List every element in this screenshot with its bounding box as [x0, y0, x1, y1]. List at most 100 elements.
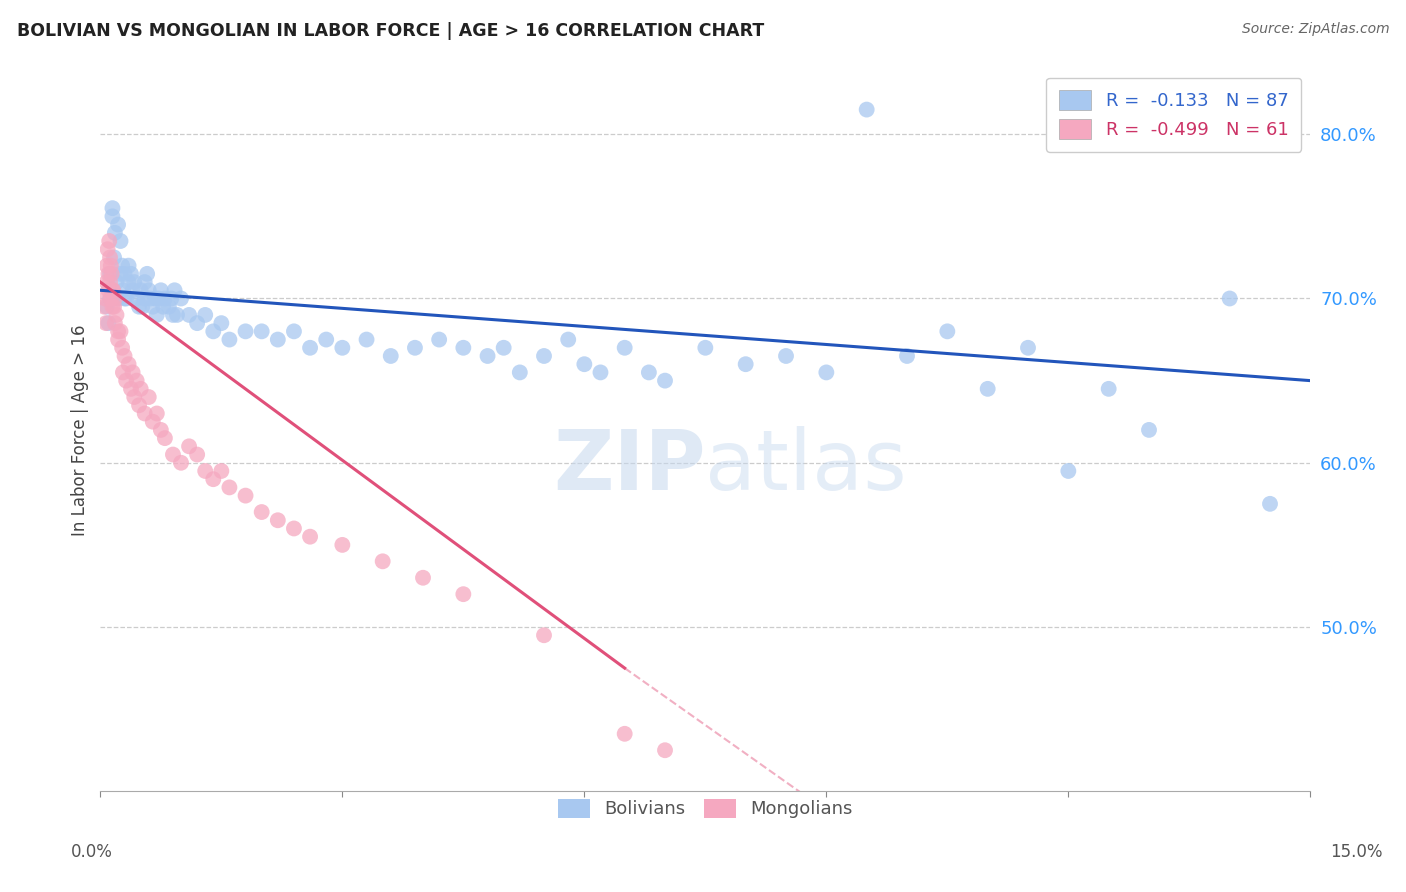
Point — [166, 308, 188, 322]
Point — [107, 333, 129, 347]
Point — [149, 423, 172, 437]
Point — [453, 587, 475, 601]
Point — [96, 300, 118, 314]
Point — [94, 316, 117, 330]
Point — [101, 201, 124, 215]
Text: atlas: atlas — [706, 425, 907, 507]
Point — [412, 571, 434, 585]
Point — [111, 366, 134, 380]
Point — [299, 530, 322, 544]
Point — [638, 366, 661, 380]
Point — [104, 226, 127, 240]
Point — [153, 292, 176, 306]
Point — [121, 366, 143, 380]
Point — [160, 292, 183, 306]
Point — [120, 382, 142, 396]
Point — [654, 743, 676, 757]
Point — [107, 324, 129, 338]
Point — [111, 259, 134, 273]
Point — [134, 407, 156, 421]
Point — [105, 308, 128, 322]
Point — [194, 308, 217, 322]
Point — [1258, 497, 1281, 511]
Point — [111, 283, 134, 297]
Point — [98, 251, 121, 265]
Point — [815, 366, 838, 380]
Point — [574, 357, 596, 371]
Point — [936, 324, 959, 338]
Point — [186, 448, 208, 462]
Point — [250, 505, 273, 519]
Point — [101, 300, 124, 314]
Legend: Bolivians, Mongolians: Bolivians, Mongolians — [550, 791, 860, 826]
Point — [371, 554, 394, 568]
Point — [100, 259, 122, 273]
Point — [142, 300, 165, 314]
Point — [100, 292, 122, 306]
Point — [404, 341, 426, 355]
Point — [107, 292, 129, 306]
Point — [194, 464, 217, 478]
Point — [107, 218, 129, 232]
Point — [613, 727, 636, 741]
Point — [125, 292, 148, 306]
Point — [97, 242, 120, 256]
Point — [976, 382, 998, 396]
Point — [114, 267, 136, 281]
Point — [98, 234, 121, 248]
Point — [299, 341, 322, 355]
Point — [115, 374, 138, 388]
Point — [218, 333, 240, 347]
Point — [157, 300, 180, 314]
Point — [121, 283, 143, 297]
Point — [453, 341, 475, 355]
Point — [163, 283, 186, 297]
Text: Source: ZipAtlas.com: Source: ZipAtlas.com — [1241, 22, 1389, 37]
Point — [896, 349, 918, 363]
Point — [97, 267, 120, 281]
Point — [148, 292, 170, 306]
Point — [235, 324, 257, 338]
Point — [98, 267, 121, 281]
Point — [202, 472, 225, 486]
Point — [855, 103, 877, 117]
Point — [380, 349, 402, 363]
Point — [105, 275, 128, 289]
Point — [97, 283, 120, 297]
Point — [142, 415, 165, 429]
Point — [613, 341, 636, 355]
Point — [98, 275, 121, 289]
Point — [654, 374, 676, 388]
Point — [315, 333, 337, 347]
Point — [136, 267, 159, 281]
Point — [153, 431, 176, 445]
Point — [138, 390, 160, 404]
Text: 15.0%: 15.0% — [1330, 843, 1384, 861]
Point — [149, 283, 172, 297]
Point — [209, 316, 232, 330]
Point — [110, 234, 132, 248]
Point — [129, 382, 152, 396]
Point — [101, 283, 124, 297]
Point — [356, 333, 378, 347]
Point — [146, 407, 169, 421]
Point — [177, 439, 200, 453]
Point — [477, 349, 499, 363]
Point — [250, 324, 273, 338]
Point — [125, 374, 148, 388]
Point — [114, 349, 136, 363]
Point — [94, 292, 117, 306]
Point — [101, 210, 124, 224]
Point — [533, 628, 555, 642]
Point — [103, 251, 125, 265]
Point — [122, 275, 145, 289]
Text: 0.0%: 0.0% — [70, 843, 112, 861]
Point — [143, 292, 166, 306]
Point — [330, 341, 353, 355]
Point — [96, 259, 118, 273]
Point — [186, 316, 208, 330]
Point — [129, 283, 152, 297]
Point — [202, 324, 225, 338]
Point — [110, 324, 132, 338]
Y-axis label: In Labor Force | Age > 16: In Labor Force | Age > 16 — [72, 324, 89, 536]
